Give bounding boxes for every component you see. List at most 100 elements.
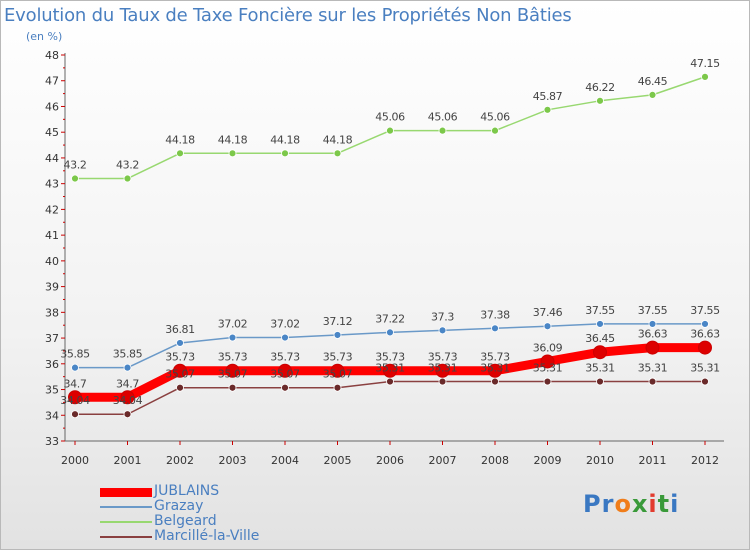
legend-label: Belgeard: [154, 513, 217, 529]
data-label: 35.73: [428, 351, 458, 364]
data-label: 46.22: [585, 81, 615, 94]
y-tick-label: 35: [45, 384, 59, 397]
data-point: [71, 174, 79, 183]
data-label: 35.73: [270, 351, 300, 364]
y-tick-label: 41: [45, 229, 59, 242]
y-tick-label: 43: [45, 178, 59, 191]
data-label: 36.81: [165, 323, 195, 336]
data-point: [438, 126, 447, 135]
x-tick-label: 2001: [114, 454, 142, 467]
data-point: [330, 363, 345, 378]
data-label: 44.18: [218, 133, 248, 146]
data-point: [386, 126, 394, 135]
data-label: 37.3: [431, 310, 454, 323]
y-tick-label: 36: [45, 358, 59, 371]
data-label: 45.06: [480, 111, 510, 124]
x-tick-label: 2002: [166, 454, 194, 467]
data-label: 46.45: [638, 75, 668, 88]
legend-label: JUBLAINS: [154, 483, 220, 499]
data-point: [71, 410, 79, 419]
data-point: [648, 90, 657, 99]
data-point: [71, 363, 79, 372]
data-label: 35.73: [165, 351, 195, 364]
legend-swatch: [100, 506, 152, 508]
data-label: 35.31: [428, 362, 458, 375]
data-point: [333, 383, 342, 392]
x-tick-label: 2006: [376, 454, 404, 467]
y-tick-label: 33: [45, 435, 59, 448]
data-point: [281, 149, 289, 158]
data-point: [120, 390, 135, 405]
data-label: 37.38: [480, 308, 510, 321]
data-label: 36.09: [533, 341, 563, 354]
data-label: 35.31: [375, 362, 405, 375]
legend-swatch: [100, 487, 152, 497]
data-label: 35.31: [533, 362, 563, 375]
x-tick-label: 2003: [219, 454, 247, 467]
logo-letter: o: [614, 490, 632, 518]
y-tick-label: 34: [45, 409, 59, 422]
data-point: [701, 377, 709, 386]
data-point: [645, 340, 660, 355]
legend-swatch: [100, 536, 152, 538]
data-label: 35.31: [480, 362, 510, 375]
data-point: [228, 149, 237, 158]
data-label: 36.63: [638, 328, 668, 341]
x-tick-label: 2009: [534, 454, 562, 467]
data-label: 37.46: [533, 306, 563, 319]
data-point: [68, 390, 82, 405]
proxiti-logo: Proxiti: [583, 490, 679, 518]
data-point: [386, 328, 394, 337]
legend-swatch: [100, 521, 152, 523]
data-label: 35.07: [270, 368, 300, 381]
data-label: 35.31: [638, 362, 668, 375]
x-tick-label: 2004: [271, 454, 299, 467]
data-point: [596, 320, 604, 328]
data-point: [701, 320, 709, 328]
data-label: 37.55: [585, 304, 615, 317]
data-point: [491, 377, 499, 386]
data-point: [176, 149, 184, 158]
logo-letter: t: [657, 490, 671, 518]
data-label: 34.7: [64, 377, 87, 390]
logo-letter: P: [583, 490, 602, 518]
data-label: 36.45: [585, 332, 615, 345]
data-point: [491, 324, 499, 333]
y-tick-label: 38: [45, 306, 59, 319]
y-tick-label: 46: [45, 100, 59, 113]
data-label: 35.73: [323, 351, 353, 364]
data-label: 44.18: [270, 133, 300, 146]
data-label: 43.2: [64, 159, 87, 172]
logo-letter: x: [631, 490, 649, 518]
data-point: [596, 96, 604, 105]
legend-label: Marcillé-la-Ville: [154, 528, 260, 544]
data-point: [383, 363, 397, 378]
data-label: 36.63: [690, 328, 720, 341]
data-label: 37.12: [323, 315, 353, 328]
data-point: [491, 126, 499, 135]
data-point: [281, 333, 289, 342]
data-point: [698, 340, 712, 355]
data-point: [225, 363, 240, 378]
data-point: [543, 322, 552, 331]
y-tick-label: 45: [45, 126, 59, 139]
data-label: 47.15: [690, 57, 720, 70]
data-label: 45.06: [375, 111, 405, 124]
data-point: [596, 377, 604, 386]
data-label: 34.04: [60, 394, 90, 407]
data-label: 34.04: [113, 394, 143, 407]
data-point: [438, 377, 447, 386]
data-point: [228, 383, 237, 392]
data-label: 43.2: [116, 159, 139, 172]
logo-letter: r: [601, 490, 615, 518]
x-tick-label: 2010: [586, 454, 614, 467]
data-label: 35.31: [690, 362, 720, 375]
data-label: 35.31: [585, 362, 615, 375]
data-label: 45.87: [533, 90, 563, 103]
data-point: [488, 363, 502, 378]
data-point: [176, 383, 184, 392]
data-point: [543, 105, 552, 114]
data-label: 37.55: [690, 304, 720, 317]
data-point: [648, 320, 657, 328]
